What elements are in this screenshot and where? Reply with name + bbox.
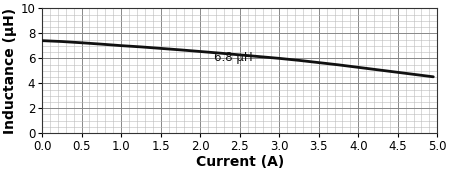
Text: 6.8 μH: 6.8 μH bbox=[214, 51, 252, 64]
X-axis label: Current (A): Current (A) bbox=[196, 154, 284, 169]
Y-axis label: Inductance (μH): Inductance (μH) bbox=[4, 8, 18, 134]
